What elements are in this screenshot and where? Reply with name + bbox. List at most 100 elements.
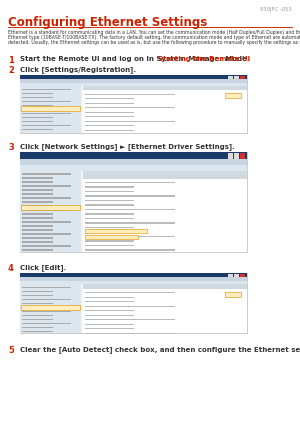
Bar [85, 213, 134, 215]
Text: Starting the Remote UI: Starting the Remote UI [158, 56, 250, 62]
Bar [21, 106, 80, 111]
Bar [22, 319, 52, 320]
Bar [22, 299, 71, 300]
Text: 2: 2 [8, 66, 14, 75]
Bar [85, 245, 134, 246]
Bar [83, 284, 247, 333]
Bar [83, 284, 247, 289]
Bar [21, 205, 80, 210]
Bar [22, 193, 52, 195]
Bar [22, 109, 52, 110]
Text: detected. Usually, the Ethernet settings can be used as is, but use the followin: detected. Usually, the Ethernet settings… [8, 40, 300, 45]
Bar [22, 120, 52, 122]
Bar [234, 273, 239, 277]
Bar [85, 229, 148, 233]
Bar [85, 130, 134, 131]
Bar [234, 75, 239, 78]
Bar [20, 273, 247, 277]
Bar [22, 209, 71, 210]
Text: Ethernet is a standard for communicating data in a LAN. You can set the communic: Ethernet is a standard for communicating… [8, 30, 300, 35]
Bar [85, 328, 134, 329]
Bar [85, 315, 134, 316]
Bar [22, 173, 71, 175]
Bar [228, 273, 233, 277]
Bar [225, 93, 241, 98]
Bar [85, 236, 175, 237]
Bar [85, 112, 134, 113]
Bar [22, 323, 71, 324]
Bar [22, 303, 52, 304]
Bar [83, 86, 247, 90]
Bar [240, 75, 245, 78]
Bar [240, 153, 245, 159]
Text: 4: 4 [8, 264, 14, 273]
Bar [85, 218, 134, 219]
Bar [85, 94, 175, 95]
Bar [85, 200, 134, 201]
Bar [85, 227, 134, 228]
Bar [20, 159, 247, 165]
Bar [22, 185, 71, 187]
Bar [85, 292, 175, 293]
Bar [20, 165, 247, 170]
Text: 1: 1 [8, 56, 14, 65]
Bar [22, 213, 52, 215]
Bar [22, 92, 52, 94]
Bar [22, 287, 71, 288]
Text: 3: 3 [8, 143, 14, 152]
Text: Ethernet type (10BASE-T/100BASE-TX). The factory default setting, the communicat: Ethernet type (10BASE-T/100BASE-TX). The… [8, 35, 300, 40]
Bar [22, 112, 71, 114]
Bar [22, 201, 52, 203]
Text: Configuring Ethernet Settings: Configuring Ethernet Settings [8, 16, 207, 29]
Bar [22, 97, 52, 98]
Bar [240, 273, 245, 277]
Bar [83, 86, 247, 133]
Bar [20, 86, 81, 133]
Bar [85, 319, 175, 321]
Bar [85, 222, 175, 223]
Bar [85, 98, 134, 100]
Bar [22, 197, 71, 198]
Text: Click [Edit].: Click [Edit]. [20, 264, 66, 271]
Bar [22, 100, 71, 102]
Bar [22, 128, 52, 130]
Bar [22, 237, 52, 238]
Bar [22, 327, 52, 328]
Bar [20, 273, 247, 333]
Bar [85, 191, 134, 192]
Bar [22, 315, 52, 316]
Bar [22, 295, 52, 296]
Bar [20, 75, 247, 133]
Bar [21, 304, 80, 310]
Bar [85, 103, 134, 104]
Bar [20, 277, 247, 281]
Bar [22, 241, 52, 243]
Bar [85, 301, 134, 302]
Bar [22, 307, 52, 308]
Bar [83, 170, 247, 252]
Bar [234, 153, 239, 159]
Bar [20, 284, 81, 333]
Bar [85, 121, 175, 122]
Bar [22, 181, 52, 182]
Text: Start the Remote UI and log on in System Manager Mode.: Start the Remote UI and log on in System… [20, 56, 250, 62]
Bar [20, 152, 247, 159]
Bar [22, 233, 71, 234]
Bar [20, 281, 247, 284]
Text: Click [Network Settings] ► [Ethernet Driver Settings].: Click [Network Settings] ► [Ethernet Dri… [20, 143, 235, 150]
Bar [22, 89, 71, 90]
Bar [85, 116, 134, 117]
Bar [228, 75, 233, 78]
Bar [22, 311, 71, 312]
Bar [85, 187, 134, 188]
Bar [22, 125, 71, 126]
Bar [85, 232, 134, 233]
Text: Click [Settings/Registration].: Click [Settings/Registration]. [20, 66, 136, 73]
Bar [20, 75, 247, 79]
Bar [22, 225, 52, 226]
Text: Clear the [Auto Detect] check box, and then configure the Ethernet settings.: Clear the [Auto Detect] check box, and t… [20, 346, 300, 353]
Bar [22, 221, 71, 223]
Bar [22, 331, 52, 332]
Bar [225, 292, 241, 297]
Text: 930JFC -053: 930JFC -053 [260, 7, 292, 12]
